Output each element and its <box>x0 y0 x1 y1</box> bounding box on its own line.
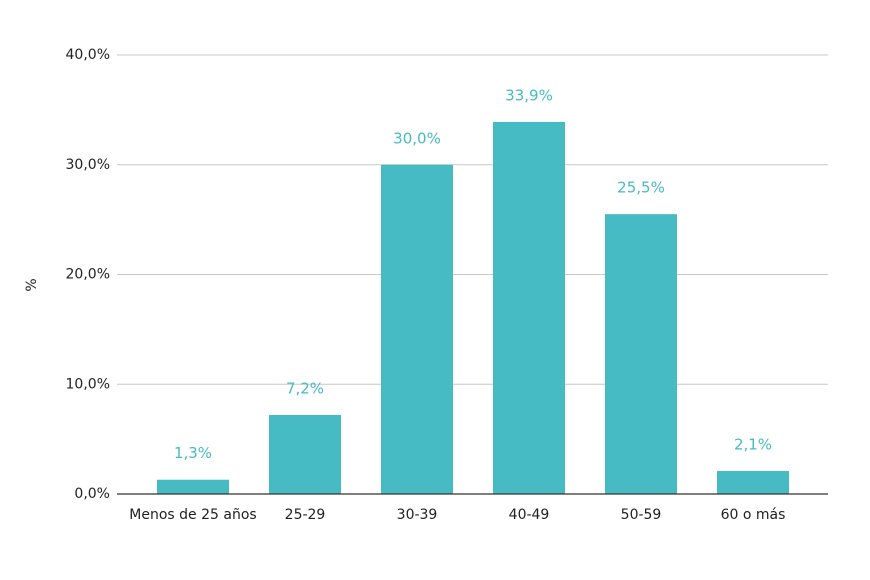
y-tick-label: 0,0% <box>74 486 110 502</box>
y-tick-label: 10,0% <box>66 376 110 392</box>
y-tick-label: 40,0% <box>66 47 110 63</box>
bar <box>157 479 229 494</box>
x-tick-label: 40-49 <box>509 507 550 523</box>
bar <box>381 164 453 494</box>
y-tick-label: 20,0% <box>66 267 110 283</box>
x-tick-label: 50-59 <box>621 507 662 523</box>
bar <box>493 121 565 494</box>
bar <box>605 214 677 494</box>
value-label: 1,3% <box>174 444 212 462</box>
x-tick-label: 30-39 <box>397 507 438 523</box>
x-tick-label: 60 o más <box>721 507 786 523</box>
bar <box>269 414 341 494</box>
bar <box>717 470 789 494</box>
value-label: 7,2% <box>286 379 324 397</box>
value-label: 33,9% <box>505 86 553 104</box>
value-label: 30,0% <box>393 129 441 147</box>
value-label: 2,1% <box>734 435 772 453</box>
value-label: 25,5% <box>617 179 665 197</box>
x-tick-label: 25-29 <box>285 507 326 523</box>
y-axis-title: % <box>24 278 40 291</box>
y-tick-label: 30,0% <box>66 157 110 173</box>
x-tick-label: Menos de 25 años <box>129 507 256 523</box>
